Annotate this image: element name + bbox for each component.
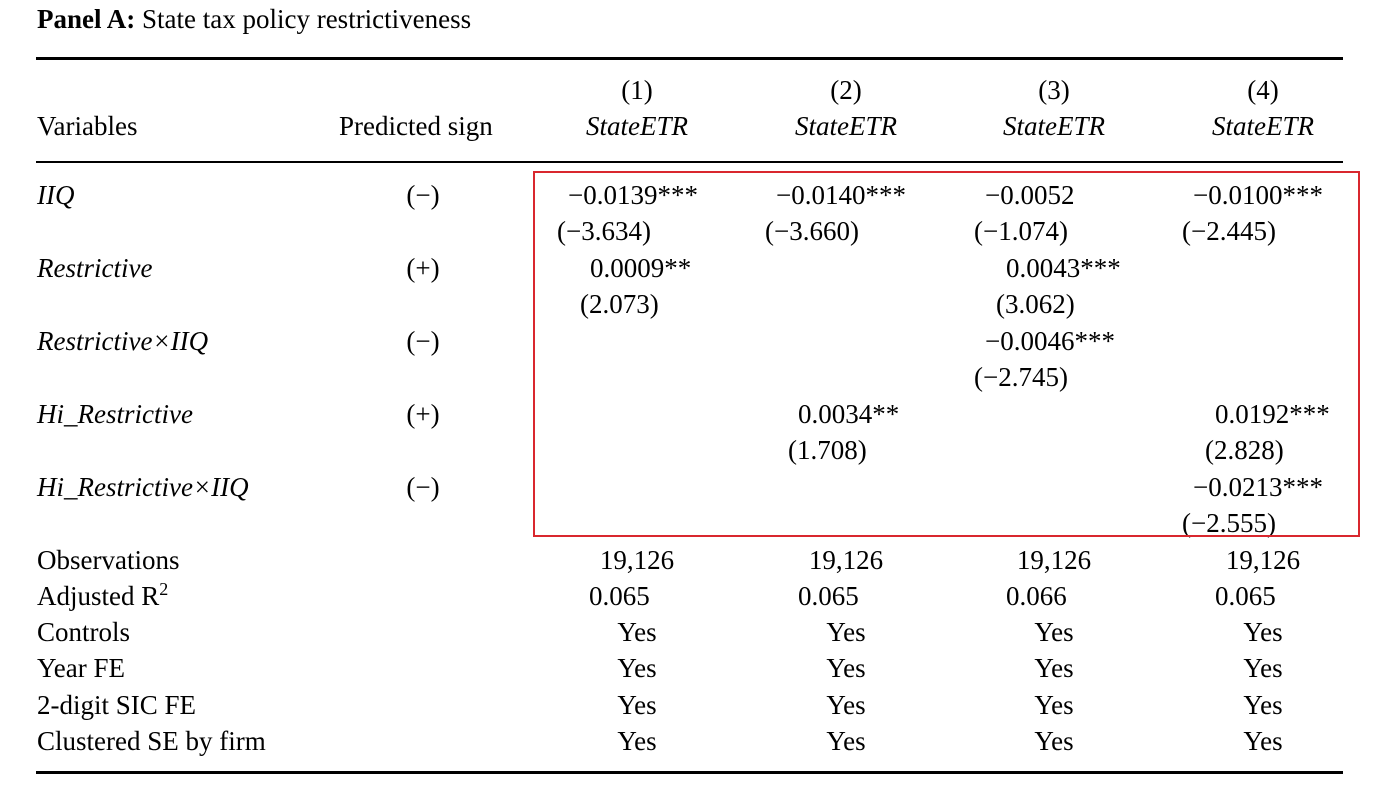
stat-observations-col-3: 19,126: [1016, 545, 1092, 575]
stat-label-adjusted-r2-sup: 2: [159, 579, 169, 599]
coef-iiq-col-4: −0.0100***: [1193, 180, 1323, 210]
stat-controls-col-1: Yes: [617, 617, 657, 647]
stat-label-observations: Observations: [37, 545, 180, 575]
tstat-iiq-col-3: (−1.074): [974, 216, 1068, 246]
stat-clustered-se-col-4: Yes: [1243, 726, 1283, 756]
tstat-iiq-col-2: (−3.660): [765, 216, 859, 246]
panel-title: Panel A: State tax policy restrictivenes…: [37, 4, 471, 35]
header-col-2-dep: StateETR: [795, 111, 897, 141]
stat-sic-fe-col-4: Yes: [1243, 690, 1283, 720]
stat-year-fe-col-3: Yes: [1034, 653, 1074, 683]
stat-controls-col-3: Yes: [1034, 617, 1074, 647]
stat-year-fe-col-4: Yes: [1243, 653, 1283, 683]
stat-observations-col-2: 19,126: [808, 545, 884, 575]
tstat-hi-restrictive-iiq-col-4: (−2.555): [1182, 508, 1276, 538]
stat-year-fe-col-2: Yes: [826, 653, 866, 683]
stat-observations-col-1: 19,126: [599, 545, 675, 575]
coef-iiq-col-2: −0.0140***: [776, 180, 906, 210]
tstat-restrictive-col-1: (2.073): [580, 289, 659, 319]
coef-iiq-col-1: −0.0139***: [568, 180, 698, 210]
stat-adjusted-r2-col-1: 0.065: [589, 581, 650, 611]
sign-restrictive: (+): [406, 253, 440, 283]
stat-year-fe-col-1: Yes: [617, 653, 657, 683]
tstat-iiq-col-1: (−3.634): [557, 216, 651, 246]
header-col-4-number: (4): [1247, 75, 1279, 105]
header-variables: Variables: [37, 111, 138, 141]
stat-observations-col-4: 19,126: [1225, 545, 1301, 575]
sign-hi-restrictive: (+): [406, 399, 440, 429]
var-restrictive: Restrictive: [37, 253, 153, 283]
panel-label: Panel A:: [37, 4, 136, 34]
stat-controls-col-4: Yes: [1243, 617, 1283, 647]
stat-label-adjusted-r2-text: Adjusted R: [37, 581, 160, 611]
header-col-3-number: (3): [1038, 75, 1070, 105]
header-col-2-number: (2): [830, 75, 862, 105]
sign-restrictive-iiq: (−): [406, 326, 440, 356]
tstat-hi-restrictive-col-4: (2.828): [1205, 435, 1284, 465]
stat-label-clustered-se: Clustered SE by firm: [37, 726, 266, 756]
coef-hi-restrictive-col-4: 0.0192***: [1215, 399, 1330, 429]
coef-restrictive-iiq-col-3: −0.0046***: [985, 326, 1115, 356]
stat-clustered-se-col-3: Yes: [1034, 726, 1074, 756]
header-rule: [36, 161, 1343, 163]
stat-adjusted-r2-col-3: 0.066: [1006, 581, 1067, 611]
var-hi-restrictive: Hi_Restrictive: [37, 399, 193, 429]
stat-label-controls: Controls: [37, 617, 131, 647]
stat-controls-col-2: Yes: [826, 617, 866, 647]
coef-restrictive-col-1: 0.0009**: [590, 253, 692, 283]
stat-clustered-se-col-1: Yes: [617, 726, 657, 756]
stat-adjusted-r2-col-2: 0.065: [798, 581, 859, 611]
highlight-box: [533, 171, 1360, 537]
bottom-rule: [36, 771, 1343, 774]
coef-hi-restrictive-col-2: 0.0034**: [798, 399, 900, 429]
var-iiq: IIQ: [37, 180, 75, 210]
stat-clustered-se-col-2: Yes: [826, 726, 866, 756]
stat-label-adjusted-r2: Adjusted R2: [37, 578, 168, 614]
coef-iiq-col-3: −0.0052: [985, 180, 1075, 210]
stat-sic-fe-col-3: Yes: [1034, 690, 1074, 720]
stat-adjusted-r2-col-4: 0.065: [1215, 581, 1276, 611]
stat-label-sic-fe: 2-digit SIC FE: [37, 690, 197, 720]
var-restrictive-iiq: Restrictive×IIQ: [37, 326, 209, 356]
header-col-1-number: (1): [621, 75, 653, 105]
header-col-3-dep: StateETR: [1003, 111, 1105, 141]
sign-iiq: (−): [406, 180, 440, 210]
top-rule: [36, 57, 1343, 60]
coef-hi-restrictive-iiq-col-4: −0.0213***: [1193, 472, 1323, 502]
header-predicted-sign: Predicted sign: [339, 111, 493, 141]
tstat-restrictive-col-3: (3.062): [996, 289, 1075, 319]
coef-restrictive-col-3: 0.0043***: [1006, 253, 1121, 283]
stat-sic-fe-col-1: Yes: [617, 690, 657, 720]
tstat-iiq-col-4: (−2.445): [1182, 216, 1276, 246]
tstat-restrictive-iiq-col-3: (−2.745): [974, 362, 1068, 392]
stat-label-year-fe: Year FE: [37, 653, 126, 683]
panel-title-text: State tax policy restrictiveness: [142, 4, 472, 34]
header-col-4-dep: StateETR: [1212, 111, 1314, 141]
var-hi-restrictive-iiq: Hi_Restrictive×IIQ: [37, 472, 249, 502]
tstat-hi-restrictive-col-2: (1.708): [788, 435, 867, 465]
sign-hi-restrictive-iiq: (−): [406, 472, 440, 502]
header-col-1-dep: StateETR: [586, 111, 688, 141]
stat-sic-fe-col-2: Yes: [826, 690, 866, 720]
